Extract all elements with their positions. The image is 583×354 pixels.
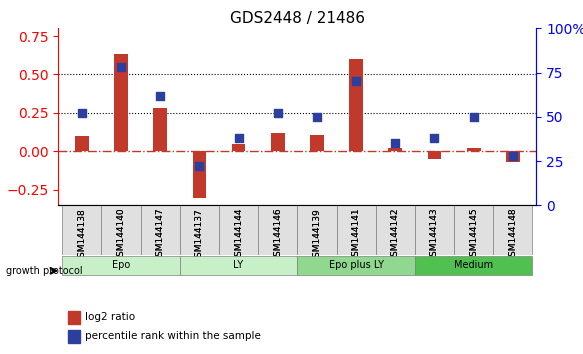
FancyBboxPatch shape bbox=[415, 256, 532, 275]
FancyBboxPatch shape bbox=[415, 205, 454, 255]
Text: GSM144143: GSM144143 bbox=[430, 208, 439, 262]
Text: GSM144144: GSM144144 bbox=[234, 208, 243, 262]
Point bbox=[352, 79, 361, 84]
FancyBboxPatch shape bbox=[101, 205, 141, 255]
Text: percentile rank within the sample: percentile rank within the sample bbox=[85, 331, 261, 341]
FancyBboxPatch shape bbox=[180, 205, 219, 255]
Text: GSM144147: GSM144147 bbox=[156, 208, 164, 262]
Text: GSM144148: GSM144148 bbox=[508, 208, 517, 262]
Title: GDS2448 / 21486: GDS2448 / 21486 bbox=[230, 11, 365, 26]
Text: GSM144142: GSM144142 bbox=[391, 208, 400, 262]
Text: GSM144141: GSM144141 bbox=[352, 208, 361, 262]
Text: GSM144146: GSM144146 bbox=[273, 208, 282, 262]
Bar bbox=[427, 152, 441, 159]
Text: GSM144137: GSM144137 bbox=[195, 208, 204, 263]
Point bbox=[430, 135, 439, 141]
Text: GSM144137: GSM144137 bbox=[195, 208, 204, 263]
Point bbox=[195, 164, 204, 169]
Bar bbox=[68, 311, 80, 324]
Text: GSM144139: GSM144139 bbox=[312, 208, 321, 263]
Bar bbox=[68, 330, 80, 343]
Bar bbox=[310, 135, 324, 152]
Point bbox=[312, 114, 322, 120]
Text: GSM144138: GSM144138 bbox=[78, 208, 86, 263]
Bar bbox=[153, 108, 167, 152]
Text: GSM144141: GSM144141 bbox=[352, 208, 361, 262]
Text: GSM144144: GSM144144 bbox=[234, 208, 243, 262]
Bar bbox=[231, 144, 245, 152]
Text: GSM144140: GSM144140 bbox=[117, 208, 125, 262]
Bar bbox=[114, 55, 128, 152]
FancyBboxPatch shape bbox=[141, 205, 180, 255]
Point bbox=[391, 141, 400, 146]
Point bbox=[77, 110, 86, 116]
Text: GSM144138: GSM144138 bbox=[78, 208, 86, 263]
Point bbox=[508, 153, 518, 159]
Bar bbox=[388, 148, 402, 152]
Text: LY: LY bbox=[233, 261, 244, 270]
Bar bbox=[75, 136, 89, 152]
Text: growth protocol: growth protocol bbox=[6, 266, 82, 276]
FancyBboxPatch shape bbox=[62, 256, 180, 275]
FancyBboxPatch shape bbox=[258, 205, 297, 255]
Bar bbox=[467, 148, 480, 152]
Text: Epo plus LY: Epo plus LY bbox=[329, 261, 384, 270]
Bar bbox=[349, 59, 363, 152]
Bar bbox=[271, 133, 285, 152]
Text: log2 ratio: log2 ratio bbox=[85, 312, 135, 322]
Text: GSM144142: GSM144142 bbox=[391, 208, 400, 262]
Text: Medium: Medium bbox=[454, 261, 493, 270]
Text: Epo: Epo bbox=[112, 261, 130, 270]
Point bbox=[117, 64, 126, 70]
Point bbox=[273, 110, 282, 116]
Text: GSM144145: GSM144145 bbox=[469, 208, 478, 262]
FancyBboxPatch shape bbox=[454, 205, 493, 255]
Text: GSM144148: GSM144148 bbox=[508, 208, 517, 262]
Point bbox=[234, 135, 243, 141]
Text: GSM144145: GSM144145 bbox=[469, 208, 478, 262]
FancyBboxPatch shape bbox=[62, 205, 101, 255]
Bar bbox=[192, 152, 206, 198]
FancyBboxPatch shape bbox=[297, 205, 336, 255]
FancyBboxPatch shape bbox=[493, 205, 532, 255]
Text: GSM144143: GSM144143 bbox=[430, 208, 439, 262]
Point bbox=[469, 114, 478, 120]
FancyBboxPatch shape bbox=[180, 256, 297, 275]
Text: GSM144140: GSM144140 bbox=[117, 208, 125, 262]
FancyBboxPatch shape bbox=[219, 205, 258, 255]
FancyBboxPatch shape bbox=[375, 205, 415, 255]
FancyBboxPatch shape bbox=[336, 205, 375, 255]
Text: GSM144146: GSM144146 bbox=[273, 208, 282, 262]
Point bbox=[156, 93, 165, 98]
Text: GSM144147: GSM144147 bbox=[156, 208, 164, 262]
Text: GSM144139: GSM144139 bbox=[312, 208, 321, 263]
Bar bbox=[506, 152, 519, 162]
FancyBboxPatch shape bbox=[297, 256, 415, 275]
